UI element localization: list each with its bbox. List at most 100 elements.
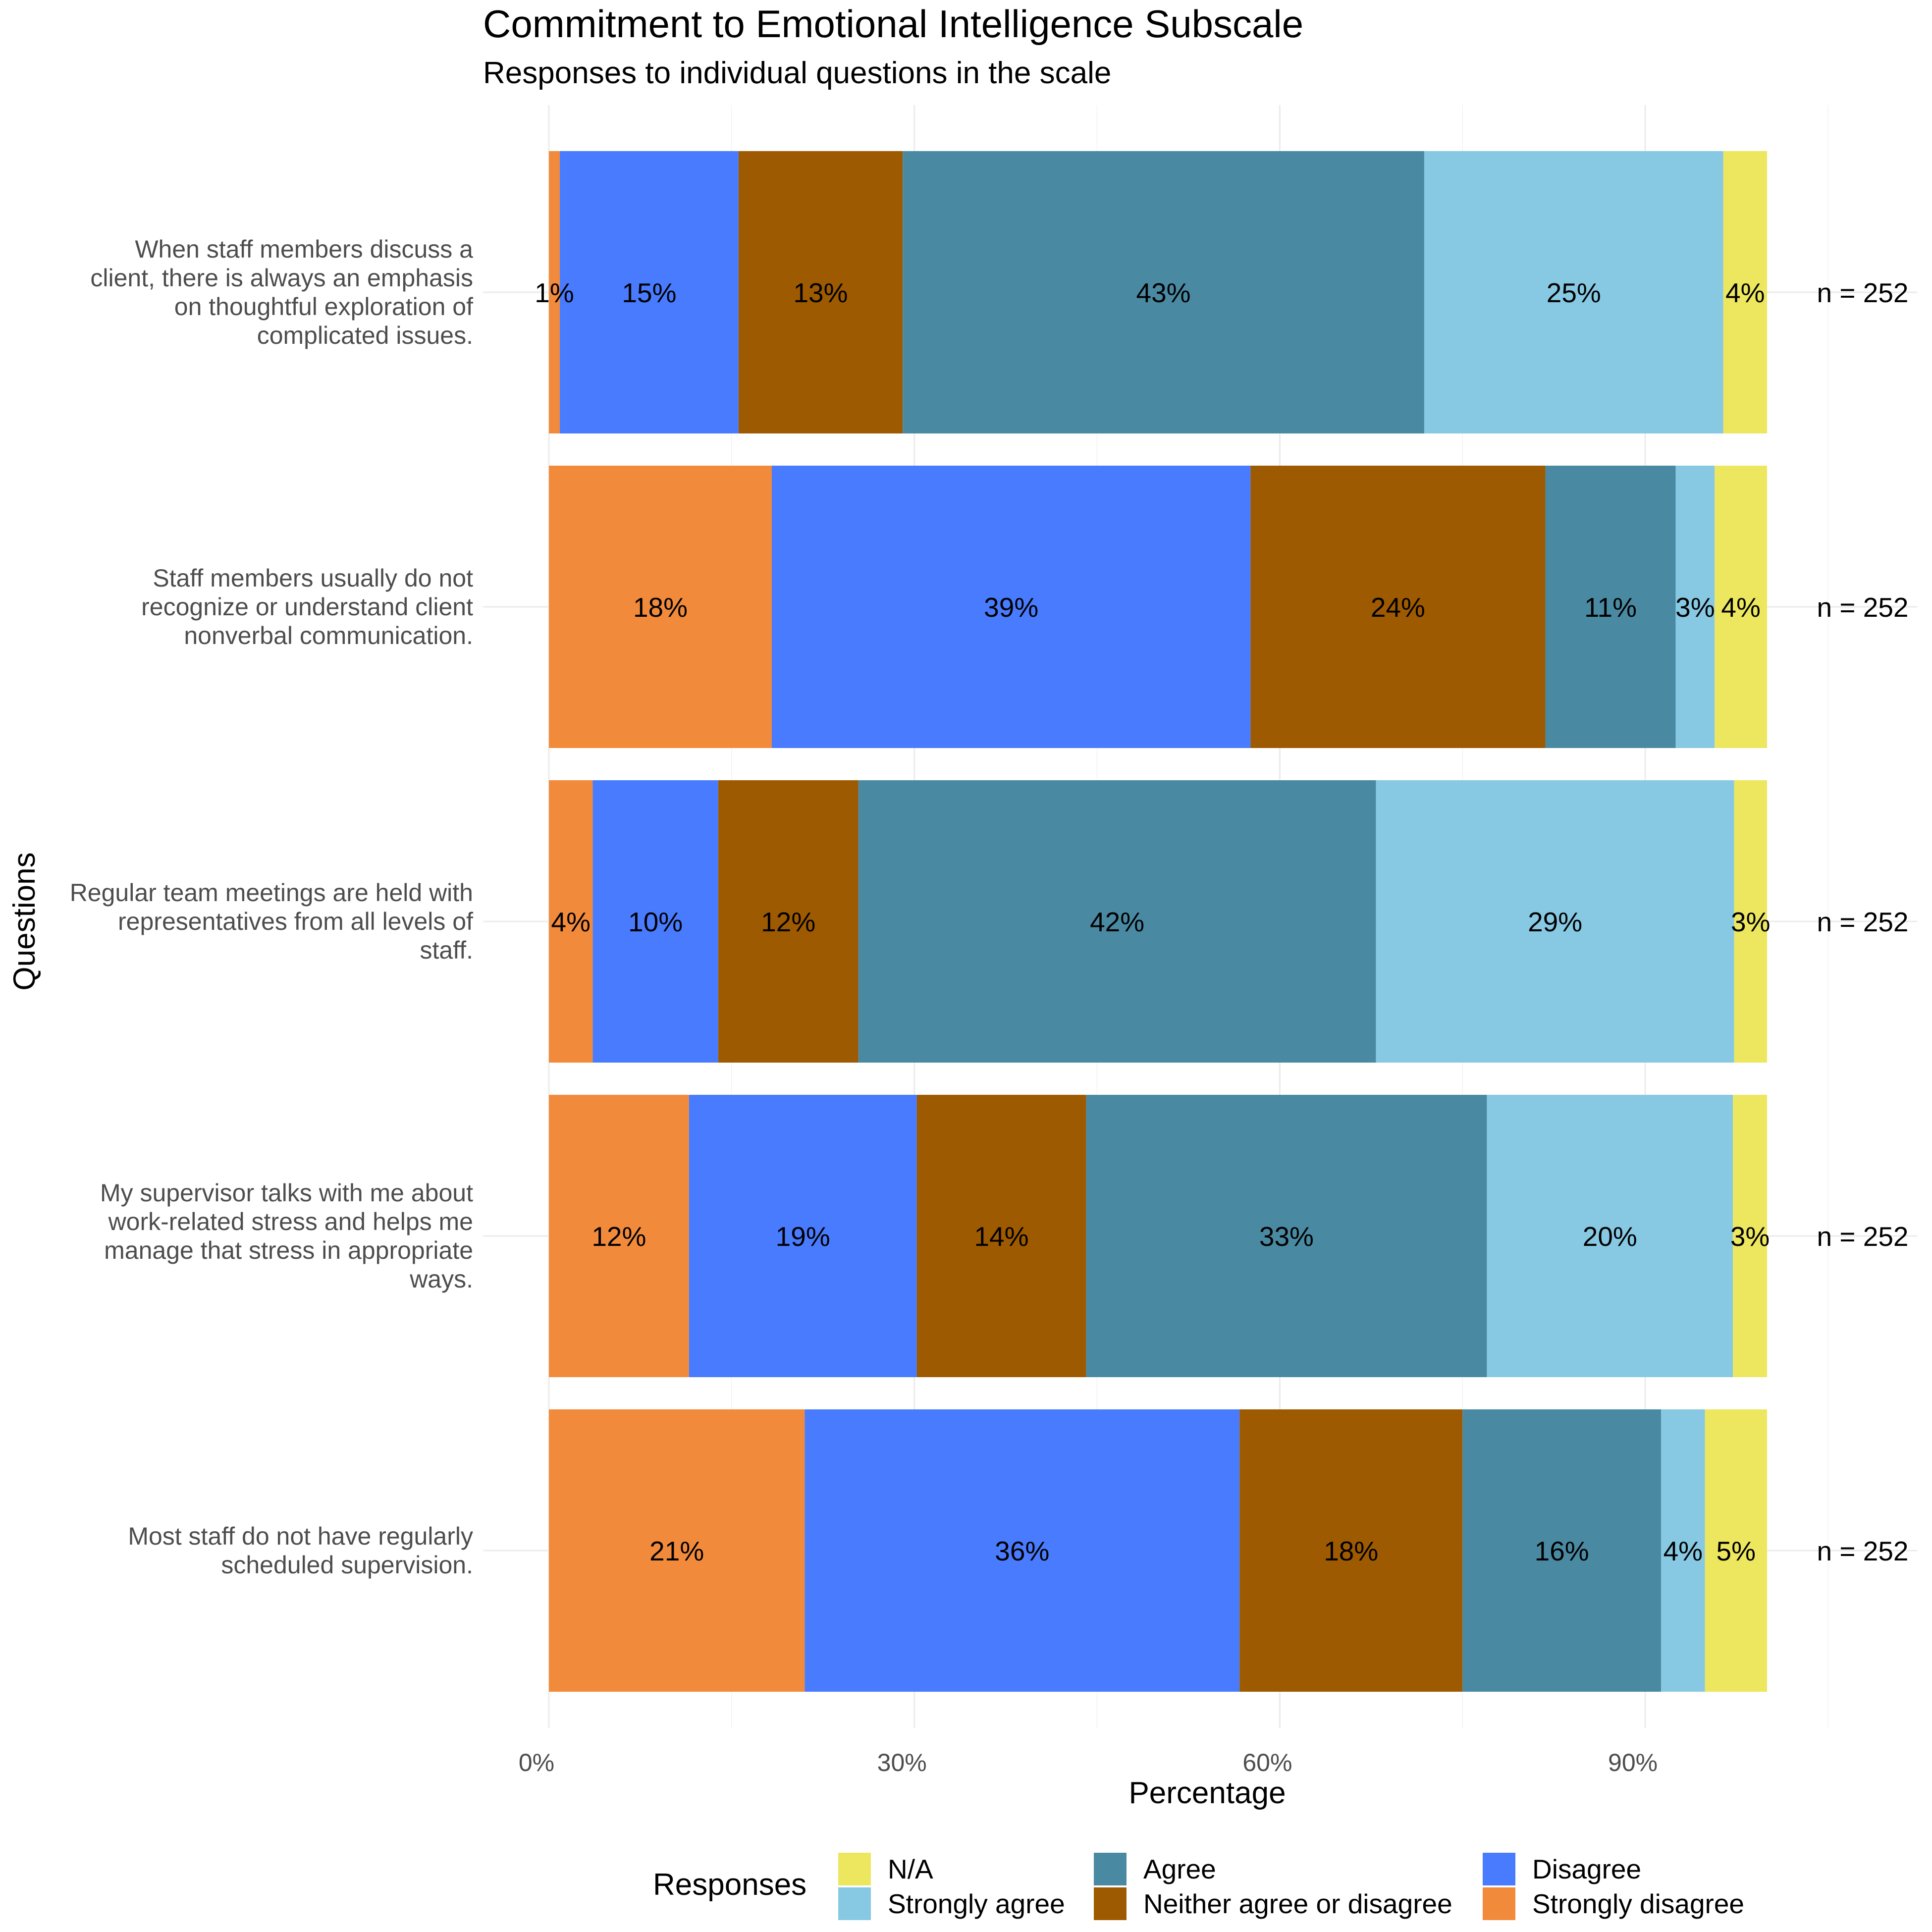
data-label: 39%: [984, 592, 1038, 623]
bar-segment-disagree: [689, 1095, 917, 1377]
legend-item: Strongly disagree: [1483, 1887, 1744, 1920]
bar-segment-strongly-disagree: [549, 780, 593, 1063]
bar-row: 1% 15% 13% 43% 25% 4% n = 252: [535, 151, 1909, 433]
bar-segment-strongly-disagree: [549, 466, 772, 748]
x-tick-label: 60%: [1242, 1749, 1292, 1776]
chart-subtitle: Responses to individual questions in the…: [483, 56, 1111, 90]
data-label: 4%: [1664, 1536, 1703, 1566]
data-label: 11%: [1584, 592, 1637, 623]
data-label: 12%: [591, 1221, 646, 1252]
bar-row: 4% 10% 12% 42% 29% 3% n = 252: [549, 780, 1909, 1063]
bar-segment-disagree: [771, 466, 1251, 748]
bar-segment-neither-agree-or-disagree: [1239, 1409, 1463, 1692]
data-label: 4%: [1725, 277, 1765, 308]
legend-item: Strongly agree: [838, 1887, 1065, 1920]
bar-row: 21% 36% 18% 16% 4% 5% n = 252: [549, 1409, 1909, 1692]
bar-segment-n-a: [1705, 1409, 1767, 1692]
x-tick-labels: 0% 30% 60% 90%: [519, 1749, 1658, 1776]
data-label: 12%: [761, 907, 815, 937]
y-axis-title: Questions: [7, 852, 42, 990]
data-label: 15%: [622, 277, 676, 308]
x-tick-label: 0%: [519, 1749, 554, 1776]
bar-segment-agree: [1545, 466, 1676, 748]
legend-swatch: [1483, 1853, 1515, 1885]
data-label: 4%: [1721, 592, 1761, 623]
bar-segment-disagree: [560, 151, 739, 433]
data-label: 19%: [776, 1221, 830, 1252]
data-label: 4%: [551, 907, 591, 937]
bar-segment-n-a: [1734, 780, 1767, 1063]
data-label: 3%: [1731, 907, 1771, 937]
data-label: 18%: [633, 592, 688, 623]
data-label: 43%: [1136, 277, 1190, 308]
data-label: 36%: [995, 1536, 1049, 1566]
data-label: 33%: [1259, 1221, 1314, 1252]
y-tick-label: When staff members discuss a client, ther…: [90, 235, 473, 349]
bar-segment-strongly-agree: [1675, 466, 1715, 748]
data-label: 29%: [1528, 907, 1582, 937]
legend-swatch: [1483, 1887, 1515, 1920]
legend-swatch: [838, 1887, 871, 1920]
bar-segment-agree: [858, 780, 1376, 1063]
y-tick-label: Staff members usually do not recognize or…: [141, 564, 473, 649]
data-label: 14%: [974, 1221, 1028, 1252]
legend-item: Neither agree or disagree: [1094, 1887, 1452, 1920]
legend-label: Disagree: [1532, 1854, 1641, 1884]
bar-segment-agree: [1462, 1409, 1662, 1692]
y-tick-label: My supervisor talks with me about work-re…: [100, 1179, 473, 1293]
data-label: 18%: [1324, 1536, 1378, 1566]
bar-segment-strongly-agree: [1487, 1095, 1733, 1377]
bar-segment-agree: [903, 151, 1424, 433]
legend-item: Agree: [1094, 1853, 1216, 1885]
bar-segment-strongly-disagree: [549, 1095, 689, 1377]
bar-segment-n-a: [1733, 1095, 1767, 1377]
bar-row: 12% 19% 14% 33% 20% 3% n = 252: [549, 1095, 1909, 1377]
data-label: 21%: [649, 1536, 704, 1566]
legend-label: Agree: [1143, 1854, 1216, 1884]
sample-size-label: n = 252: [1817, 592, 1908, 623]
data-label: 1%: [535, 277, 574, 308]
chart-title: Commitment to Emotional Intelligence Sub…: [483, 2, 1303, 46]
legend-swatch: [1094, 1853, 1127, 1885]
legend-swatch: [1094, 1887, 1127, 1920]
legend-label: Strongly disagree: [1532, 1888, 1744, 1919]
legend-label: Strongly agree: [888, 1888, 1065, 1919]
data-label: 24%: [1371, 592, 1425, 623]
legend-swatch: [838, 1853, 871, 1885]
legend-item: Disagree: [1483, 1853, 1641, 1885]
data-label: 3%: [1730, 1221, 1770, 1252]
sample-size-label: n = 252: [1817, 277, 1908, 308]
bar-segment-strongly-agree: [1661, 1409, 1705, 1692]
sample-size-label: n = 252: [1817, 907, 1908, 937]
data-label: 42%: [1090, 907, 1144, 937]
legend-label: Neither agree or disagree: [1143, 1888, 1452, 1919]
x-tick-label: 30%: [877, 1749, 927, 1776]
sample-size-label: n = 252: [1817, 1221, 1908, 1252]
bar-segment-strongly-disagree: [549, 151, 560, 433]
bar-row: 18% 39% 24% 11% 3% 4% n = 252: [549, 466, 1909, 748]
data-label: 25%: [1547, 277, 1601, 308]
legend-label: N/A: [888, 1854, 933, 1884]
data-label: 3%: [1675, 592, 1715, 623]
y-tick-label: Regular team meetings are held with repre…: [70, 879, 473, 964]
x-axis-title: Percentage: [1128, 1776, 1286, 1810]
bar-segment-n-a: [1715, 466, 1767, 748]
bar-segment-n-a: [1723, 151, 1767, 433]
data-label: 16%: [1535, 1536, 1589, 1566]
bar-segment-strongly-agree: [1424, 151, 1723, 433]
legend-title: Responses: [653, 1868, 806, 1902]
bar-segment-neither-agree-or-disagree: [916, 1095, 1086, 1377]
bar-segment-agree: [1086, 1095, 1487, 1377]
bar-segment-strongly-agree: [1376, 780, 1734, 1063]
data-label: 20%: [1583, 1221, 1637, 1252]
bar-segment-disagree: [592, 780, 718, 1063]
x-tick-label: 90%: [1608, 1749, 1658, 1776]
bar-segment-neither-agree-or-disagree: [738, 151, 903, 433]
data-label: 5%: [1717, 1536, 1756, 1566]
bar-segment-neither-agree-or-disagree: [1250, 466, 1546, 748]
legend-item: N/A: [838, 1853, 933, 1885]
sample-size-label: n = 252: [1817, 1536, 1908, 1566]
data-label: 10%: [628, 907, 683, 937]
